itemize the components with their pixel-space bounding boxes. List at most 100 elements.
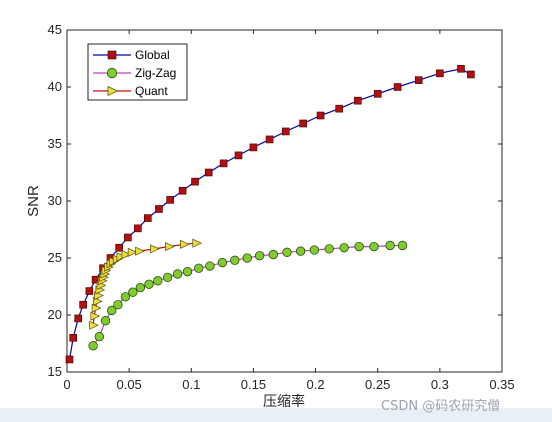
zigzag-marker (106, 67, 118, 79)
global-marker (204, 168, 213, 177)
quant-marker (116, 252, 127, 262)
y-tick-label: 35 (48, 136, 62, 151)
global-marker (85, 287, 94, 295)
legend-label-quant: Quant (135, 84, 168, 98)
zigzag-marker (153, 276, 163, 286)
zigzag-marker (113, 300, 123, 310)
global-marker (457, 64, 465, 73)
global-marker (467, 70, 475, 79)
global-marker (373, 90, 382, 98)
quant-marker (165, 242, 175, 252)
series-layer (65, 64, 475, 364)
quant-marker (135, 246, 145, 256)
x-tick-label: 0.15 (241, 377, 266, 392)
global-marker (265, 135, 274, 144)
x-tick-label: 0.25 (365, 377, 390, 392)
quant-marker (179, 239, 190, 249)
zigzag-marker (242, 253, 252, 263)
quant-marker (107, 85, 119, 97)
global-marker (178, 186, 187, 195)
zigzag-marker (354, 241, 364, 252)
x-axis-label: 压缩率 (263, 393, 305, 410)
zigzag-marker (369, 241, 379, 252)
zigzag-marker (182, 267, 193, 277)
zigzag-marker (268, 249, 278, 260)
legend: Global Zig-Zag Quant (87, 43, 188, 101)
global-marker (234, 151, 243, 160)
x-tick-label: 0.1 (182, 377, 200, 392)
zigzag-marker (100, 316, 111, 326)
global-marker (436, 69, 444, 78)
global-marker (69, 333, 78, 342)
y-axis-label: SNR (25, 185, 42, 217)
zigzag-marker (135, 282, 145, 293)
zigzag-marker (94, 332, 104, 342)
zigzag-marker (144, 279, 154, 289)
y-tick-label: 30 (48, 193, 62, 208)
watermark-text: CSDN @码农研究僧 (381, 399, 500, 414)
zigzag-marker (120, 292, 131, 302)
global-marker (143, 214, 152, 222)
zigzag-marker (282, 247, 292, 257)
global-marker (335, 104, 343, 113)
zigzag-marker (296, 246, 306, 256)
y-axis-ticks: 15 20 25 30 35 40 45 (48, 22, 502, 379)
zigzag-marker (397, 240, 408, 251)
x-tick-label: 0 (63, 377, 70, 392)
global-marker (393, 83, 402, 91)
global-marker (191, 177, 199, 186)
x-tick-label: 0.05 (116, 377, 141, 392)
x-tick-label: 0.2 (307, 377, 325, 392)
global-marker (354, 96, 362, 105)
y-tick-label: 20 (48, 307, 62, 322)
global-marker (414, 76, 423, 84)
zigzag-marker (88, 341, 98, 351)
zigzag-marker (254, 251, 265, 261)
zigzag-marker (324, 244, 334, 254)
global-marker (155, 205, 163, 213)
zigzag-marker (230, 255, 240, 265)
quant-marker (127, 247, 138, 257)
zigzag-marker (194, 263, 204, 273)
zigzag-marker (172, 269, 183, 279)
zigzag-marker (339, 243, 349, 253)
quant-marker (192, 238, 203, 248)
x-axis-ticks: 0 0.05 0.1 0.15 0.2 0.25 0.3 0.35 (63, 30, 515, 392)
quant-marker (89, 320, 99, 330)
y-tick-label: 15 (48, 364, 62, 379)
zigzag-marker (205, 261, 215, 271)
global-marker (115, 243, 123, 252)
quant-marker (150, 244, 160, 254)
quant-marker (121, 250, 132, 260)
global-marker (107, 50, 117, 60)
bottom-strip (0, 408, 552, 422)
global-marker (249, 143, 258, 152)
global-marker (74, 314, 82, 323)
zigzag-marker (107, 305, 117, 316)
global-marker (299, 119, 307, 128)
global-marker (134, 224, 142, 233)
global-marker (124, 233, 132, 242)
y-tick-label: 45 (48, 22, 62, 37)
zigzag-marker (385, 240, 395, 251)
global-marker (219, 159, 228, 168)
y-tick-label: 25 (48, 250, 62, 265)
x-tick-label: 0.35 (489, 377, 514, 392)
quant-marker (91, 303, 102, 313)
global-marker (79, 300, 87, 309)
global-marker (281, 127, 290, 136)
global-marker (316, 111, 325, 120)
zigzag-marker (217, 257, 228, 268)
zigzag-marker (309, 245, 319, 255)
legend-label-zig-zag: Zig-Zag (135, 66, 176, 80)
global-marker (65, 355, 74, 364)
zigzag-marker (128, 287, 138, 297)
quant-marker (90, 311, 101, 321)
global-marker (166, 196, 174, 204)
x-tick-label: 0.3 (431, 377, 449, 392)
legend-label-global: Global (135, 48, 170, 62)
y-tick-label: 40 (48, 79, 62, 94)
zigzag-marker (163, 272, 173, 283)
